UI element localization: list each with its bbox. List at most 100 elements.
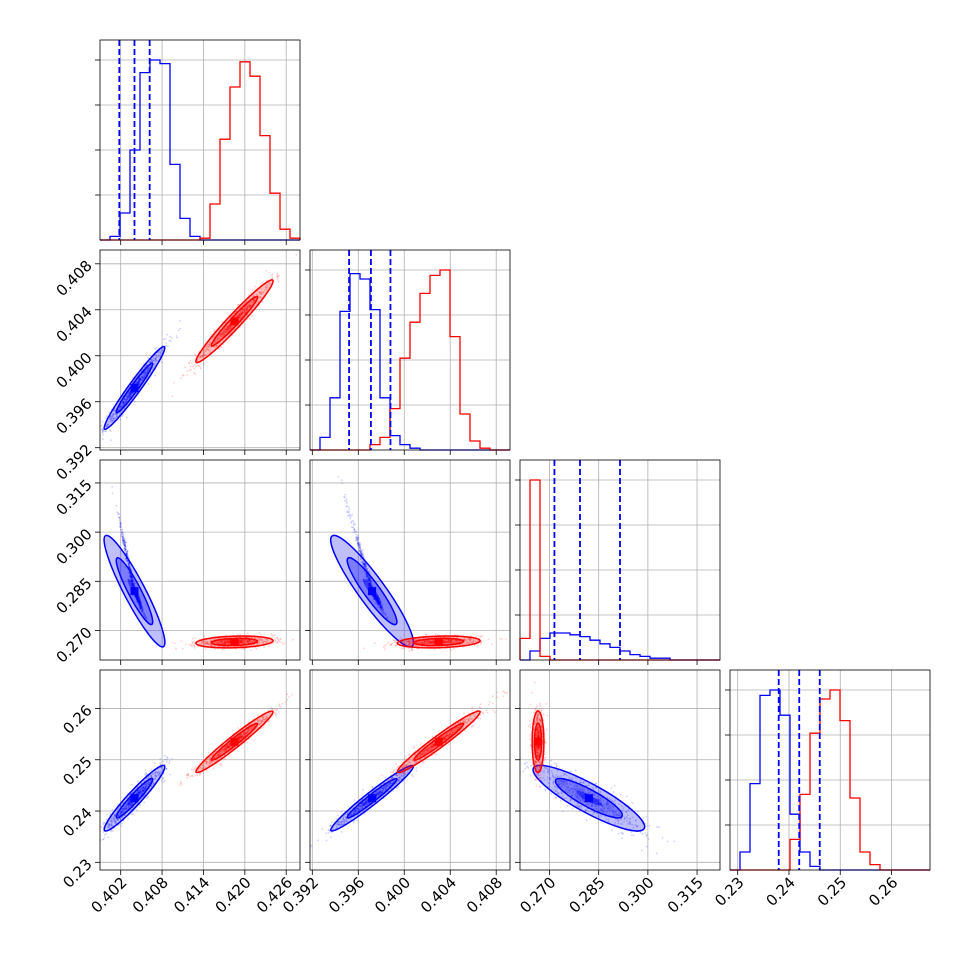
blue-sample-point [162,777,164,779]
red-sample-point [477,635,479,637]
red-sample-point [172,642,174,644]
blue-sample-point [352,526,354,528]
blue-sample-point [95,829,97,831]
red-sample-point [304,633,306,635]
blue-sample-point [337,476,339,478]
blue-sample-point [341,482,343,484]
red-sample-point [479,636,481,638]
red-sample-point [272,277,274,279]
blue-sample-point [171,758,173,760]
red-sample-point [190,369,192,371]
red-sample-point [266,270,268,272]
blue-sample-point [143,802,145,804]
blue-sample-point [93,840,95,842]
blue-sample-point [346,505,348,507]
red-sample-point [180,640,182,642]
blue-sample-point [137,781,139,783]
blue-sample-point [165,342,167,344]
scatter-panel-3-1 [95,460,305,665]
blue-sample-point [166,761,168,763]
red-sample-point [274,638,276,640]
blue-sample-point [102,438,104,440]
blue-sample-point [166,759,168,761]
blue-sample-point [169,774,171,776]
red-sample-point [278,281,280,283]
red-sample-point [272,636,274,638]
red-sample-point [277,641,279,643]
red-sample-point [386,644,388,646]
red-sample-point [203,363,205,365]
blue-sample-point [96,442,98,444]
blue-sample-point [165,338,167,340]
blue-sample-point [148,383,150,385]
red-sample-point [401,647,403,649]
red-mode-marker [435,638,443,646]
blue-sample-point [98,431,100,433]
red-sample-point [222,649,224,651]
blue-sample-point [125,551,127,553]
blue-sample-point [176,337,178,339]
blue-sample-point [147,357,149,359]
blue-sample-point [125,541,127,543]
panel-background [100,460,300,660]
blue-sample-point [127,818,129,820]
red-sample-point [190,360,192,362]
red-sample-point [194,637,196,639]
blue-sample-point [167,757,169,759]
blue-sample-point [102,430,104,432]
red-sample-point [184,367,186,369]
blue-sample-point [102,434,104,436]
blue-sample-point [350,516,352,518]
blue-sample-point [359,546,361,548]
blue-sample-point [126,417,128,419]
blue-sample-point [168,762,170,764]
blue-sample-point [346,501,348,503]
red-sample-point [237,304,239,306]
blue-sample-point [100,826,102,828]
red-sample-point [197,364,199,366]
red-sample-point [274,641,276,643]
red-sample-point [205,648,207,650]
blue-sample-point [348,511,350,513]
blue-sample-point [158,788,160,790]
blue-sample-point [159,758,161,760]
red-sample-point [403,648,405,650]
red-sample-point [192,366,194,368]
blue-sample-point [119,419,121,421]
red-sample-point [241,648,243,650]
blue-sample-point [347,510,349,512]
red-sample-point [218,348,220,350]
red-sample-point [488,638,490,640]
red-sample-point [401,638,403,640]
blue-sample-point [145,769,147,771]
red-sample-point [194,353,196,355]
red-sample-point [491,644,493,646]
blue-sample-point [102,421,104,423]
red-sample-point [268,645,270,647]
red-sample-point [175,648,177,650]
blue-sample-point [353,532,355,534]
red-sample-point [193,368,195,370]
scatter-panel-2-1 [72,250,300,468]
blue-sample-point [119,522,121,524]
red-sample-point [192,638,194,640]
red-sample-point [259,632,261,634]
blue-sample-point [164,759,166,761]
red-sample-point [182,375,184,377]
blue-sample-point [363,553,365,555]
red-sample-point [292,639,294,641]
red-sample-point [196,366,198,368]
blue-sample-point [134,401,136,403]
blue-sample-point [116,505,118,507]
blue-sample-point [169,336,171,338]
blue-sample-point [171,337,173,339]
red-sample-point [182,648,184,650]
blue-sample-point [165,345,167,347]
red-sample-point [499,638,501,640]
red-sample-point [384,645,386,647]
blue-sample-point [132,377,134,379]
red-sample-point [276,637,278,639]
blue-sample-point [344,494,346,496]
red-sample-point [188,362,190,364]
blue-sample-point [176,335,178,337]
